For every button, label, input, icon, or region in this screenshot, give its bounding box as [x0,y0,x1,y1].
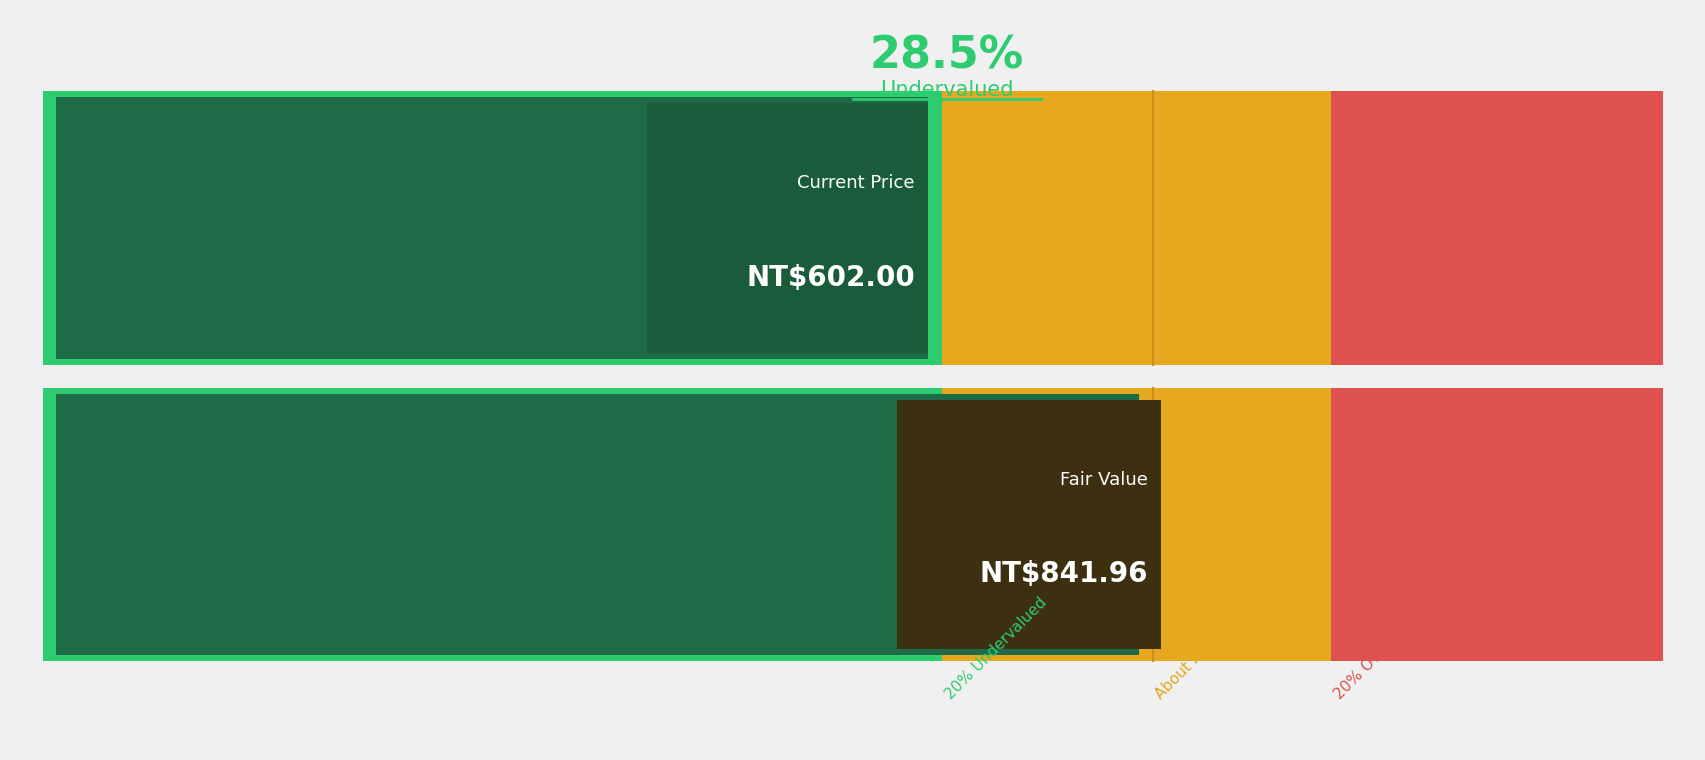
Bar [897,400,1161,649]
Text: Current Price: Current Price [796,174,914,192]
Bar [56,394,1139,655]
Text: NT$841.96: NT$841.96 [979,560,1147,588]
Text: NT$602.00: NT$602.00 [745,264,914,292]
Bar [941,388,1153,661]
Bar [56,97,928,359]
Text: 20% Undervalued: 20% Undervalued [941,595,1049,702]
Bar [1330,91,1662,365]
Text: 20% Overvalued: 20% Overvalued [1330,602,1430,702]
Bar [1153,91,1330,365]
Bar [1153,388,1330,661]
Text: Fair Value: Fair Value [1059,470,1147,489]
Text: Undervalued: Undervalued [880,80,1013,100]
Bar [646,103,928,353]
Text: 28.5%: 28.5% [870,34,1023,78]
Bar [43,91,941,365]
Bar [43,388,941,661]
Bar [941,91,1153,365]
Bar [1330,388,1662,661]
Text: About Right: About Right [1153,628,1226,702]
